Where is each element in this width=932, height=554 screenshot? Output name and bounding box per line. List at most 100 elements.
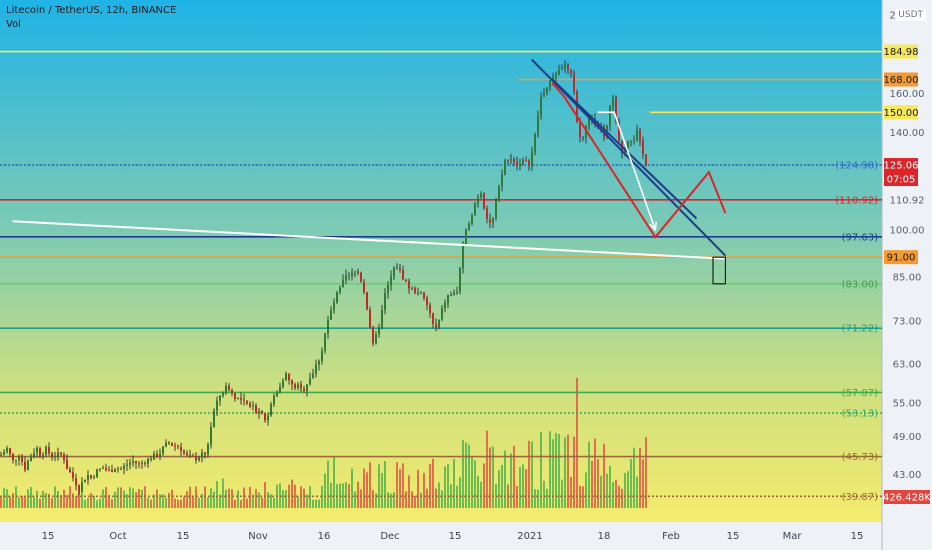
x-tick-label: Feb [662, 531, 680, 542]
volume-bar [63, 489, 65, 508]
level-badge [884, 44, 918, 59]
candle [588, 117, 590, 127]
volume-badge [884, 490, 930, 504]
volume-bar [60, 494, 62, 508]
range-box[interactable] [712, 256, 726, 285]
candle [543, 93, 545, 97]
candle [330, 310, 332, 320]
volume-bar [9, 496, 11, 508]
volume-bar [510, 453, 512, 508]
volume-bar [567, 434, 569, 508]
volume-bar [117, 487, 119, 508]
candle [369, 309, 371, 329]
x-tick-label: Nov [248, 531, 268, 542]
volume-bar [561, 479, 563, 508]
volume-bar [195, 486, 197, 508]
volume-bar [306, 494, 308, 508]
volume-bar [585, 472, 587, 508]
candle [441, 308, 443, 320]
volume-bar [171, 489, 173, 508]
candle [534, 133, 536, 153]
x-tick-label: 15 [727, 531, 740, 542]
candle [243, 399, 245, 401]
arrow-head [649, 221, 658, 232]
candle [285, 373, 287, 381]
candle [516, 162, 518, 166]
volume-bar [57, 491, 59, 508]
candle [417, 292, 419, 294]
volume-bar [183, 496, 185, 508]
volume-bar [477, 475, 479, 508]
projection-arrow[interactable] [597, 111, 657, 231]
volume-bar [501, 464, 503, 508]
projection-path[interactable] [551, 82, 727, 239]
volume-bar [369, 462, 371, 508]
candle [237, 397, 239, 399]
candle [231, 389, 233, 393]
volume-bar [201, 493, 203, 508]
volume-bar [432, 458, 434, 508]
volume-bar [570, 476, 572, 508]
x-tick-label: Mar [783, 531, 803, 542]
volume-bar [270, 494, 272, 508]
candle [21, 457, 23, 462]
volume-bar [345, 482, 347, 508]
symbol-title[interactable]: Litecoin / TetherUS, 12h, BINANCE [6, 5, 177, 16]
volume-bar [489, 447, 491, 508]
candle [546, 87, 548, 94]
volume-bar [231, 489, 233, 508]
level-tag: (97.63) [842, 232, 879, 243]
candle [396, 267, 398, 269]
trend-line[interactable] [551, 78, 698, 220]
trend-line[interactable] [12, 220, 726, 260]
volume-bar [42, 490, 44, 508]
candle [135, 461, 137, 464]
x-tick-label: 15 [851, 531, 864, 542]
candle [312, 373, 314, 379]
candle [633, 140, 635, 142]
volume-bar [207, 497, 209, 508]
volume-bar [123, 490, 125, 508]
candle [408, 281, 410, 289]
candle [558, 69, 560, 75]
level-badge [884, 72, 918, 87]
candle [138, 463, 140, 465]
candle [39, 448, 41, 456]
candle [366, 292, 368, 310]
candle [504, 160, 506, 175]
volume-bar [297, 496, 299, 508]
volume-indicator-label[interactable]: Vol [6, 19, 21, 30]
candle [174, 445, 176, 447]
candle [318, 361, 320, 365]
volume-bar [480, 481, 482, 508]
volume-bar [483, 463, 485, 508]
candle [3, 452, 5, 455]
candle [528, 160, 530, 166]
candle [414, 288, 416, 293]
candle [165, 442, 167, 447]
candle [561, 68, 563, 70]
candle [510, 158, 512, 161]
candle [51, 453, 53, 457]
candle [453, 292, 455, 295]
volume-bar [645, 437, 647, 508]
volume-bar [642, 459, 644, 508]
candle-countdown: 07:05 [887, 175, 916, 186]
candle [309, 378, 311, 385]
candle [438, 319, 440, 328]
volume-bar [159, 494, 161, 508]
candle [111, 469, 113, 472]
volume-bar [210, 488, 212, 508]
volume-bar [588, 441, 590, 508]
volume-bar [303, 488, 305, 508]
candle [195, 456, 197, 461]
candle [258, 410, 260, 414]
candle [222, 391, 224, 396]
candle [570, 69, 572, 74]
volume-bar [519, 467, 521, 508]
trend-line[interactable] [531, 58, 727, 257]
volume-bar [633, 447, 635, 508]
candle [345, 275, 347, 280]
level-tag: (57.07) [842, 388, 879, 399]
